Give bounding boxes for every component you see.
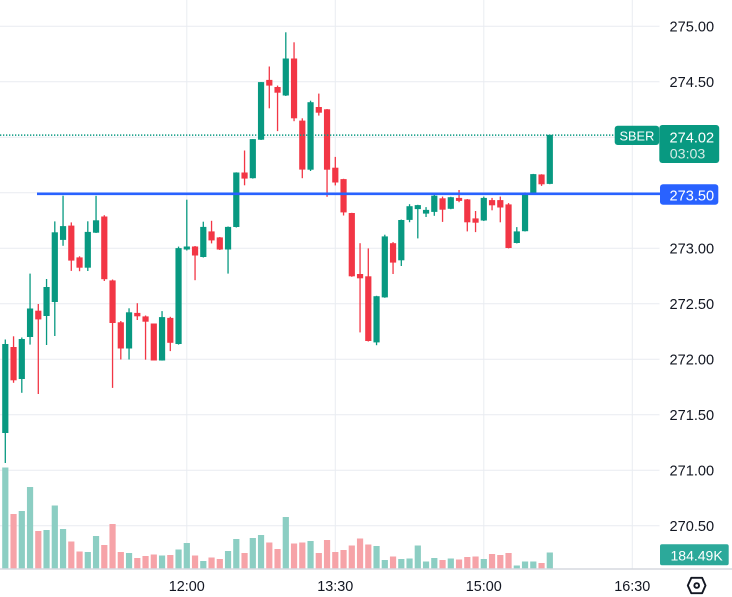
svg-text:03:03: 03:03 — [670, 146, 706, 162]
svg-text:271.00: 271.00 — [670, 464, 715, 480]
svg-text:15:00: 15:00 — [466, 579, 502, 595]
svg-text:274.02: 274.02 — [670, 130, 715, 146]
svg-text:274.50: 274.50 — [670, 75, 715, 91]
svg-text:271.50: 271.50 — [670, 408, 715, 424]
svg-text:SBER: SBER — [619, 129, 654, 144]
svg-text:13:30: 13:30 — [317, 579, 353, 595]
svg-text:184.49K: 184.49K — [671, 548, 724, 564]
svg-text:16:30: 16:30 — [614, 579, 650, 595]
svg-text:272.50: 272.50 — [670, 297, 715, 313]
svg-text:275.00: 275.00 — [670, 20, 715, 36]
svg-text:12:00: 12:00 — [169, 579, 205, 595]
svg-text:270.50: 270.50 — [670, 519, 715, 535]
svg-text:273.00: 273.00 — [670, 242, 715, 258]
svg-text:273.50: 273.50 — [670, 188, 715, 204]
svg-text:272.00: 272.00 — [670, 353, 715, 369]
